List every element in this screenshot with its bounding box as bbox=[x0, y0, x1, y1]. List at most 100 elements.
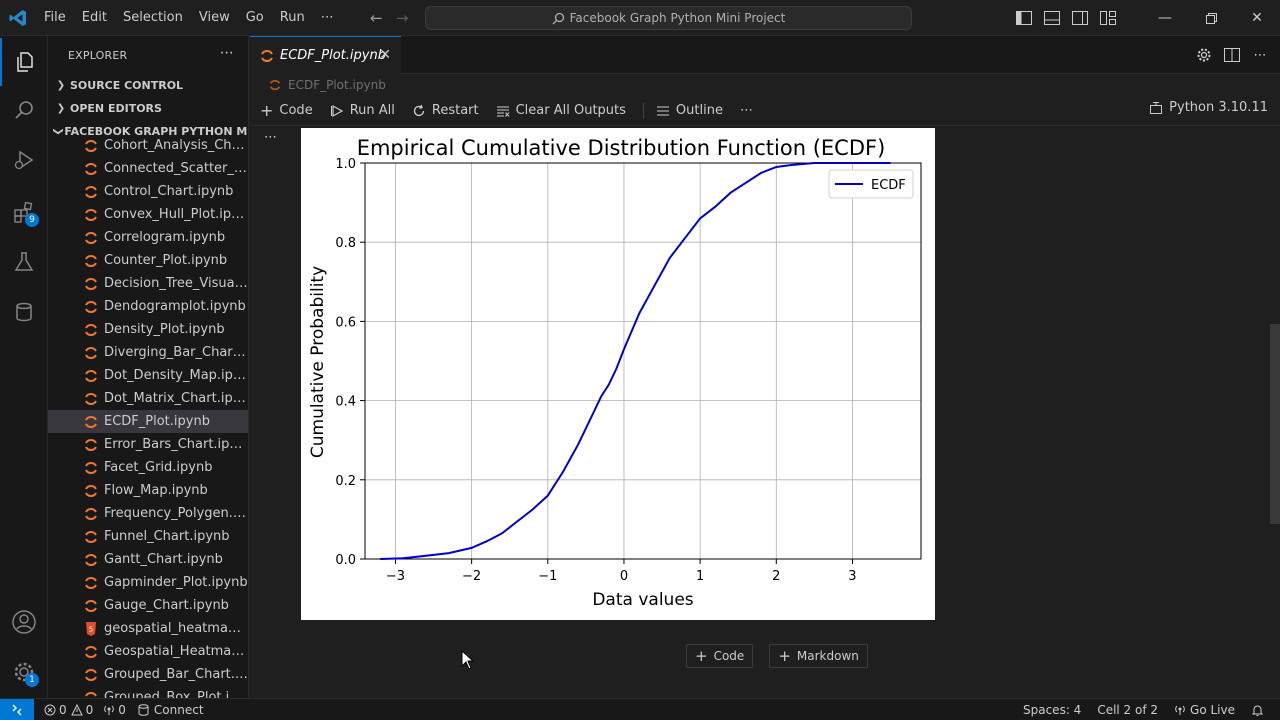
file-item[interactable]: Connected_Scatter_Plot.... bbox=[48, 157, 248, 180]
restart-icon bbox=[412, 104, 426, 118]
database-icon[interactable] bbox=[0, 288, 48, 336]
jupyter-file-icon bbox=[84, 254, 98, 268]
section-source-control[interactable]: ❯ SOURCE CONTROL bbox=[48, 74, 248, 97]
toolbar-more-icon[interactable]: ⋯ bbox=[739, 103, 753, 118]
restore-icon[interactable] bbox=[1188, 0, 1234, 36]
section-open-editors[interactable]: ❯ OPEN EDITORS bbox=[48, 97, 248, 120]
indentation-indicator[interactable]: Spaces: 4 bbox=[1023, 703, 1082, 717]
x-tick-label: 0 bbox=[620, 569, 628, 584]
go-live-button[interactable]: Go Live bbox=[1174, 703, 1235, 717]
settings-badge: 1 bbox=[25, 673, 39, 687]
run-debug-icon[interactable] bbox=[0, 136, 48, 184]
file-item[interactable]: Decision_Tree_Visualisa... bbox=[48, 272, 248, 295]
editor-scrollbar[interactable] bbox=[1270, 324, 1280, 524]
search-text: Facebook Graph Python Mini Project bbox=[569, 11, 786, 25]
toggle-primary-sidebar-icon[interactable] bbox=[1010, 0, 1038, 36]
menu-selection[interactable]: Selection bbox=[122, 10, 183, 25]
file-item[interactable]: Density_Plot.ipynb bbox=[48, 318, 248, 341]
file-item[interactable]: Grouped_Box_Plot.ipynb bbox=[48, 686, 248, 698]
add-code-cell-button[interactable]: + Code bbox=[686, 644, 754, 668]
add-markdown-cell-label: Markdown bbox=[796, 649, 859, 663]
close-tab-icon[interactable]: ✕ bbox=[379, 47, 391, 63]
section-label: SOURCE CONTROL bbox=[70, 79, 184, 92]
file-item[interactable]: ECDF_Plot.ipynb bbox=[48, 410, 248, 433]
split-editor-icon[interactable] bbox=[1218, 37, 1246, 73]
file-item[interactable]: Geospatial_Heatmap.ip... bbox=[48, 640, 248, 663]
connect-button[interactable]: Connect bbox=[138, 703, 204, 717]
run-all-button[interactable]: Run All bbox=[330, 103, 395, 118]
search-view-icon[interactable] bbox=[0, 86, 48, 134]
explorer-icon[interactable] bbox=[0, 38, 48, 86]
file-item[interactable]: Convex_Hull_Plot.ipynb bbox=[48, 203, 248, 226]
warning-count: 0 bbox=[85, 702, 94, 717]
file-item[interactable]: Counter_Plot.ipynb bbox=[48, 249, 248, 272]
cell-position-indicator[interactable]: Cell 2 of 2 bbox=[1097, 703, 1159, 717]
legend-box bbox=[828, 169, 914, 199]
file-label: geospatial_heatmap.html bbox=[104, 621, 248, 636]
kernel-selector[interactable]: Python 3.10.11 bbox=[1149, 100, 1268, 115]
menu-more-icon[interactable]: ⋯ bbox=[320, 10, 334, 25]
file-item[interactable]: Flow_Map.ipynb bbox=[48, 479, 248, 502]
x-tick-label: −1 bbox=[538, 569, 557, 584]
settings-gear-icon[interactable]: 1 bbox=[0, 648, 48, 696]
command-center-search[interactable]: Facebook Graph Python Mini Project bbox=[425, 6, 912, 30]
more-actions-icon[interactable]: ⋯ bbox=[1253, 47, 1267, 63]
explorer-more-icon[interactable]: ⋯ bbox=[219, 45, 234, 61]
back-arrow-icon[interactable]: ← bbox=[370, 9, 383, 27]
tab-bar: ECDF_Plot.ipynb ✕ ⋯ bbox=[250, 36, 1280, 74]
file-item[interactable]: Gapminder_Plot.ipynb bbox=[48, 571, 248, 594]
menu-edit[interactable]: Edit bbox=[81, 10, 107, 25]
jupyter-file-icon bbox=[84, 645, 98, 659]
jupyter-file-icon bbox=[260, 49, 274, 63]
file-item[interactable]: Dot_Matrix_Chart.ipynb bbox=[48, 387, 248, 410]
folder-label: FACEBOOK GRAPH PYTHON MI... bbox=[64, 125, 248, 138]
plus-icon: + bbox=[695, 647, 708, 665]
extensions-icon[interactable]: 9 bbox=[0, 188, 48, 236]
menu-file[interactable]: File bbox=[44, 10, 66, 25]
account-icon[interactable] bbox=[0, 598, 48, 646]
file-item[interactable]: Dendogramplot.ipynb bbox=[48, 295, 248, 318]
add-code-button[interactable]: + Code bbox=[260, 101, 313, 120]
customize-layout-icon[interactable] bbox=[1094, 0, 1122, 36]
jupyter-file-icon bbox=[84, 392, 98, 406]
close-window-icon[interactable]: ✕ bbox=[1251, 10, 1263, 26]
add-markdown-cell-button[interactable]: + Markdown bbox=[769, 644, 868, 668]
warning-icon bbox=[70, 703, 83, 716]
jupyter-file-icon bbox=[84, 323, 98, 337]
breadcrumb[interactable]: ECDF_Plot.ipynb bbox=[250, 74, 1280, 96]
jupyter-file-icon bbox=[84, 369, 98, 383]
menu-run[interactable]: Run bbox=[279, 10, 305, 25]
file-item[interactable]: Control_Chart.ipynb bbox=[48, 180, 248, 203]
testing-flask-icon[interactable] bbox=[0, 238, 48, 286]
file-item[interactable]: Facet_Grid.ipynb bbox=[48, 456, 248, 479]
tab-ecdf-plot[interactable]: ECDF_Plot.ipynb ✕ bbox=[250, 36, 401, 74]
menu-go[interactable]: Go bbox=[245, 10, 264, 25]
minimize-icon[interactable]: — bbox=[1158, 10, 1172, 26]
remote-indicator-icon[interactable] bbox=[0, 698, 34, 720]
toggle-secondary-sidebar-icon[interactable] bbox=[1066, 0, 1094, 36]
file-item[interactable]: Diverging_Bar_Chart.ip... bbox=[48, 341, 248, 364]
notifications-bell-icon[interactable] bbox=[1251, 704, 1264, 717]
file-item[interactable]: Cohort_Analysis_Chart.i... bbox=[48, 134, 248, 157]
file-item[interactable]: Frequency_Polygen.ipy... bbox=[48, 502, 248, 525]
clear-outputs-button[interactable]: Clear All Outputs bbox=[496, 103, 626, 118]
ports-indicator[interactable]: 0 bbox=[103, 703, 126, 717]
section-project-folder[interactable]: ❯ FACEBOOK GRAPH PYTHON MI... bbox=[48, 120, 248, 143]
file-item[interactable]: Gauge_Chart.ipynb bbox=[48, 594, 248, 617]
problems-indicator[interactable]: 0 0 bbox=[44, 703, 93, 717]
settings-icon[interactable] bbox=[1190, 37, 1218, 73]
file-item[interactable]: Grouped_Bar_Chart.ipy... bbox=[48, 663, 248, 686]
forward-arrow-icon[interactable]: → bbox=[396, 9, 409, 27]
clear-outputs-label: Clear All Outputs bbox=[515, 103, 626, 118]
menu-view[interactable]: View bbox=[198, 10, 230, 25]
restart-button[interactable]: Restart bbox=[412, 103, 479, 118]
toggle-panel-icon[interactable] bbox=[1038, 0, 1066, 36]
file-item[interactable]: Dot_Density_Map.ipynb bbox=[48, 364, 248, 387]
cell-more-icon[interactable]: ⋯ bbox=[264, 130, 277, 145]
file-item[interactable]: Correlogram.ipynb bbox=[48, 226, 248, 249]
file-item[interactable]: Gantt_Chart.ipynb bbox=[48, 548, 248, 571]
file-item[interactable]: Funnel_Chart.ipynb bbox=[48, 525, 248, 548]
file-item[interactable]: Error_Bars_Chart.ipynb bbox=[48, 433, 248, 456]
file-item[interactable]: 5 geospatial_heatmap.html bbox=[48, 617, 248, 640]
outline-button[interactable]: Outline bbox=[656, 103, 723, 118]
